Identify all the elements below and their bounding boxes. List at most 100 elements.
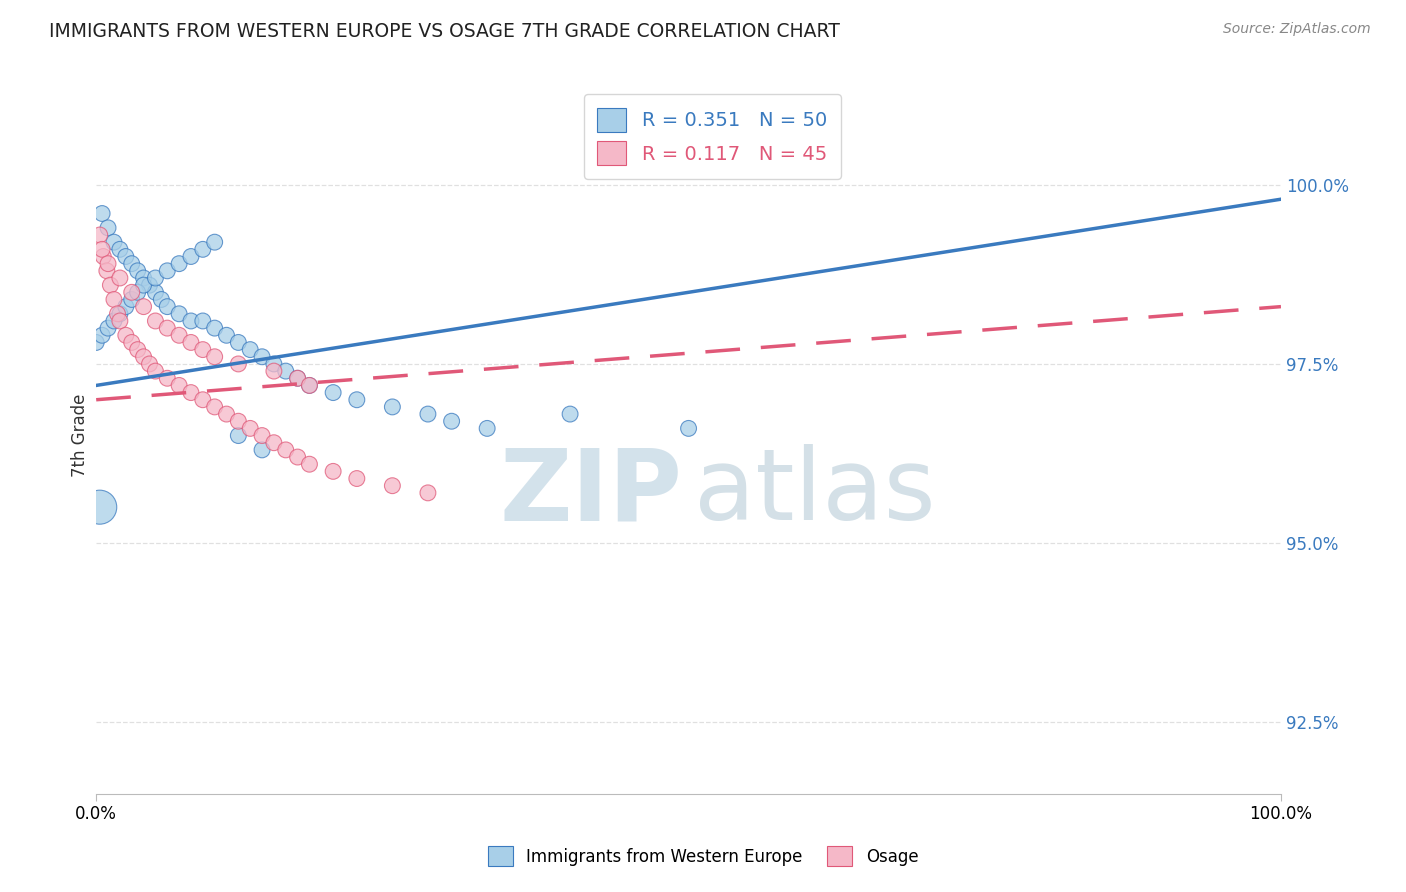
Point	[322, 385, 344, 400]
Point	[132, 271, 155, 285]
Point	[287, 450, 309, 464]
Point	[440, 414, 463, 428]
Point	[228, 428, 250, 442]
Point	[103, 314, 125, 328]
Point	[274, 364, 297, 378]
Point	[346, 471, 368, 485]
Point	[263, 357, 285, 371]
Point	[204, 321, 226, 335]
Point	[84, 335, 107, 350]
Point	[263, 364, 285, 378]
Point	[180, 250, 202, 264]
Point	[138, 278, 160, 293]
Point	[91, 206, 114, 220]
Point	[145, 314, 167, 328]
Point	[91, 328, 114, 343]
Point	[180, 385, 202, 400]
Y-axis label: 7th Grade: 7th Grade	[72, 394, 89, 477]
Point	[114, 250, 136, 264]
Point	[103, 293, 125, 307]
Point	[114, 328, 136, 343]
Point	[108, 314, 131, 328]
Point	[145, 285, 167, 300]
Point	[150, 293, 173, 307]
Point	[298, 457, 321, 471]
Point	[215, 328, 238, 343]
Point	[180, 314, 202, 328]
Point	[239, 421, 262, 435]
Point	[89, 500, 111, 515]
Point	[89, 227, 111, 242]
Point	[167, 257, 190, 271]
Point	[475, 421, 498, 435]
Point	[191, 392, 214, 407]
Point	[108, 243, 131, 257]
Text: IMMIGRANTS FROM WESTERN EUROPE VS OSAGE 7TH GRADE CORRELATION CHART: IMMIGRANTS FROM WESTERN EUROPE VS OSAGE …	[49, 22, 841, 41]
Point	[103, 235, 125, 249]
Point	[228, 335, 250, 350]
Point	[274, 442, 297, 457]
Legend: R = 0.351   N = 50, R = 0.117   N = 45: R = 0.351 N = 50, R = 0.117 N = 45	[583, 95, 841, 178]
Point	[204, 350, 226, 364]
Point	[250, 442, 273, 457]
Point	[263, 435, 285, 450]
Point	[91, 250, 114, 264]
Point	[127, 264, 149, 278]
Point	[97, 257, 120, 271]
Point	[156, 264, 179, 278]
Point	[381, 400, 404, 414]
Point	[138, 357, 160, 371]
Point	[156, 300, 179, 314]
Point	[191, 314, 214, 328]
Point	[121, 257, 143, 271]
Point	[107, 307, 129, 321]
Point	[228, 414, 250, 428]
Point	[167, 307, 190, 321]
Point	[298, 378, 321, 392]
Point	[215, 407, 238, 421]
Point	[127, 285, 149, 300]
Point	[204, 235, 226, 249]
Point	[346, 392, 368, 407]
Point	[167, 378, 190, 392]
Point	[97, 321, 120, 335]
Point	[250, 428, 273, 442]
Point	[97, 220, 120, 235]
Point	[167, 328, 190, 343]
Point	[191, 343, 214, 357]
Point	[145, 271, 167, 285]
Point	[287, 371, 309, 385]
Point	[416, 407, 439, 421]
Point	[156, 371, 179, 385]
Point	[239, 343, 262, 357]
Text: ZIP: ZIP	[499, 444, 683, 541]
Legend: Immigrants from Western Europe, Osage: Immigrants from Western Europe, Osage	[479, 838, 927, 875]
Point	[114, 300, 136, 314]
Point	[180, 335, 202, 350]
Point	[100, 278, 122, 293]
Point	[287, 371, 309, 385]
Point	[145, 364, 167, 378]
Point	[96, 264, 118, 278]
Point	[228, 357, 250, 371]
Point	[204, 400, 226, 414]
Point	[121, 293, 143, 307]
Point	[121, 285, 143, 300]
Point	[298, 378, 321, 392]
Point	[108, 307, 131, 321]
Point	[322, 464, 344, 478]
Point	[132, 300, 155, 314]
Point	[121, 335, 143, 350]
Point	[156, 321, 179, 335]
Point	[416, 486, 439, 500]
Point	[132, 278, 155, 293]
Point	[558, 407, 581, 421]
Point	[678, 421, 700, 435]
Point	[108, 271, 131, 285]
Point	[91, 243, 114, 257]
Point	[250, 350, 273, 364]
Point	[191, 243, 214, 257]
Point	[132, 350, 155, 364]
Text: atlas: atlas	[695, 444, 936, 541]
Text: Source: ZipAtlas.com: Source: ZipAtlas.com	[1223, 22, 1371, 37]
